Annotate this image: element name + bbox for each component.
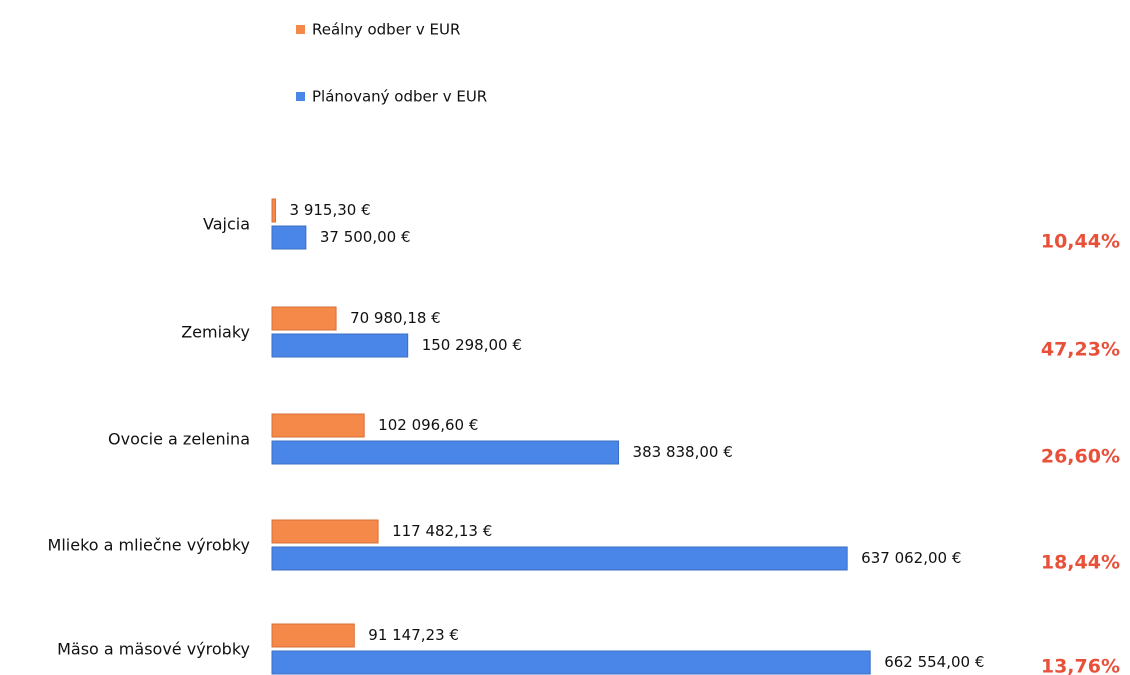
category-label: Vajcia (203, 215, 250, 234)
bar (271, 440, 620, 465)
value-label: 91 147,23 € (368, 626, 459, 644)
value-label: 383 838,00 € (633, 443, 733, 461)
bar (271, 198, 277, 223)
value-label: 37 500,00 € (320, 228, 411, 246)
category-label: Zemiaky (181, 323, 250, 342)
value-label: 662 554,00 € (884, 653, 984, 671)
value-label: 70 980,18 € (350, 309, 441, 327)
ratio-label: 13,76% (1041, 656, 1120, 675)
category-label: Mäso a mäsové výrobky (57, 640, 250, 659)
value-label: 117 482,13 € (392, 522, 492, 540)
bar (271, 546, 848, 571)
legend-swatch (296, 25, 305, 34)
legend-label: Reálny odber v EUR (312, 21, 460, 39)
ratio-label: 47,23% (1041, 339, 1120, 361)
value-label: 3 915,30 € (290, 201, 371, 219)
ratio-label: 10,44% (1041, 231, 1120, 253)
category-label: Ovocie a zelenina (108, 430, 250, 449)
value-label: 150 298,00 € (422, 336, 522, 354)
legend-label: Plánovaný odber v EUR (312, 88, 487, 106)
category-label: Mlieko a mliečne výrobky (48, 536, 250, 555)
bar (271, 225, 307, 250)
bar (271, 333, 409, 358)
legend-swatch (296, 92, 305, 101)
bar (271, 650, 871, 675)
bar (271, 519, 379, 544)
bar (271, 413, 365, 438)
bar (271, 623, 355, 648)
ratio-label: 18,44% (1041, 552, 1120, 574)
value-label: 102 096,60 € (378, 416, 478, 434)
ratio-label: 26,60% (1041, 446, 1120, 468)
value-label: 637 062,00 € (861, 549, 961, 567)
bar (271, 306, 337, 331)
